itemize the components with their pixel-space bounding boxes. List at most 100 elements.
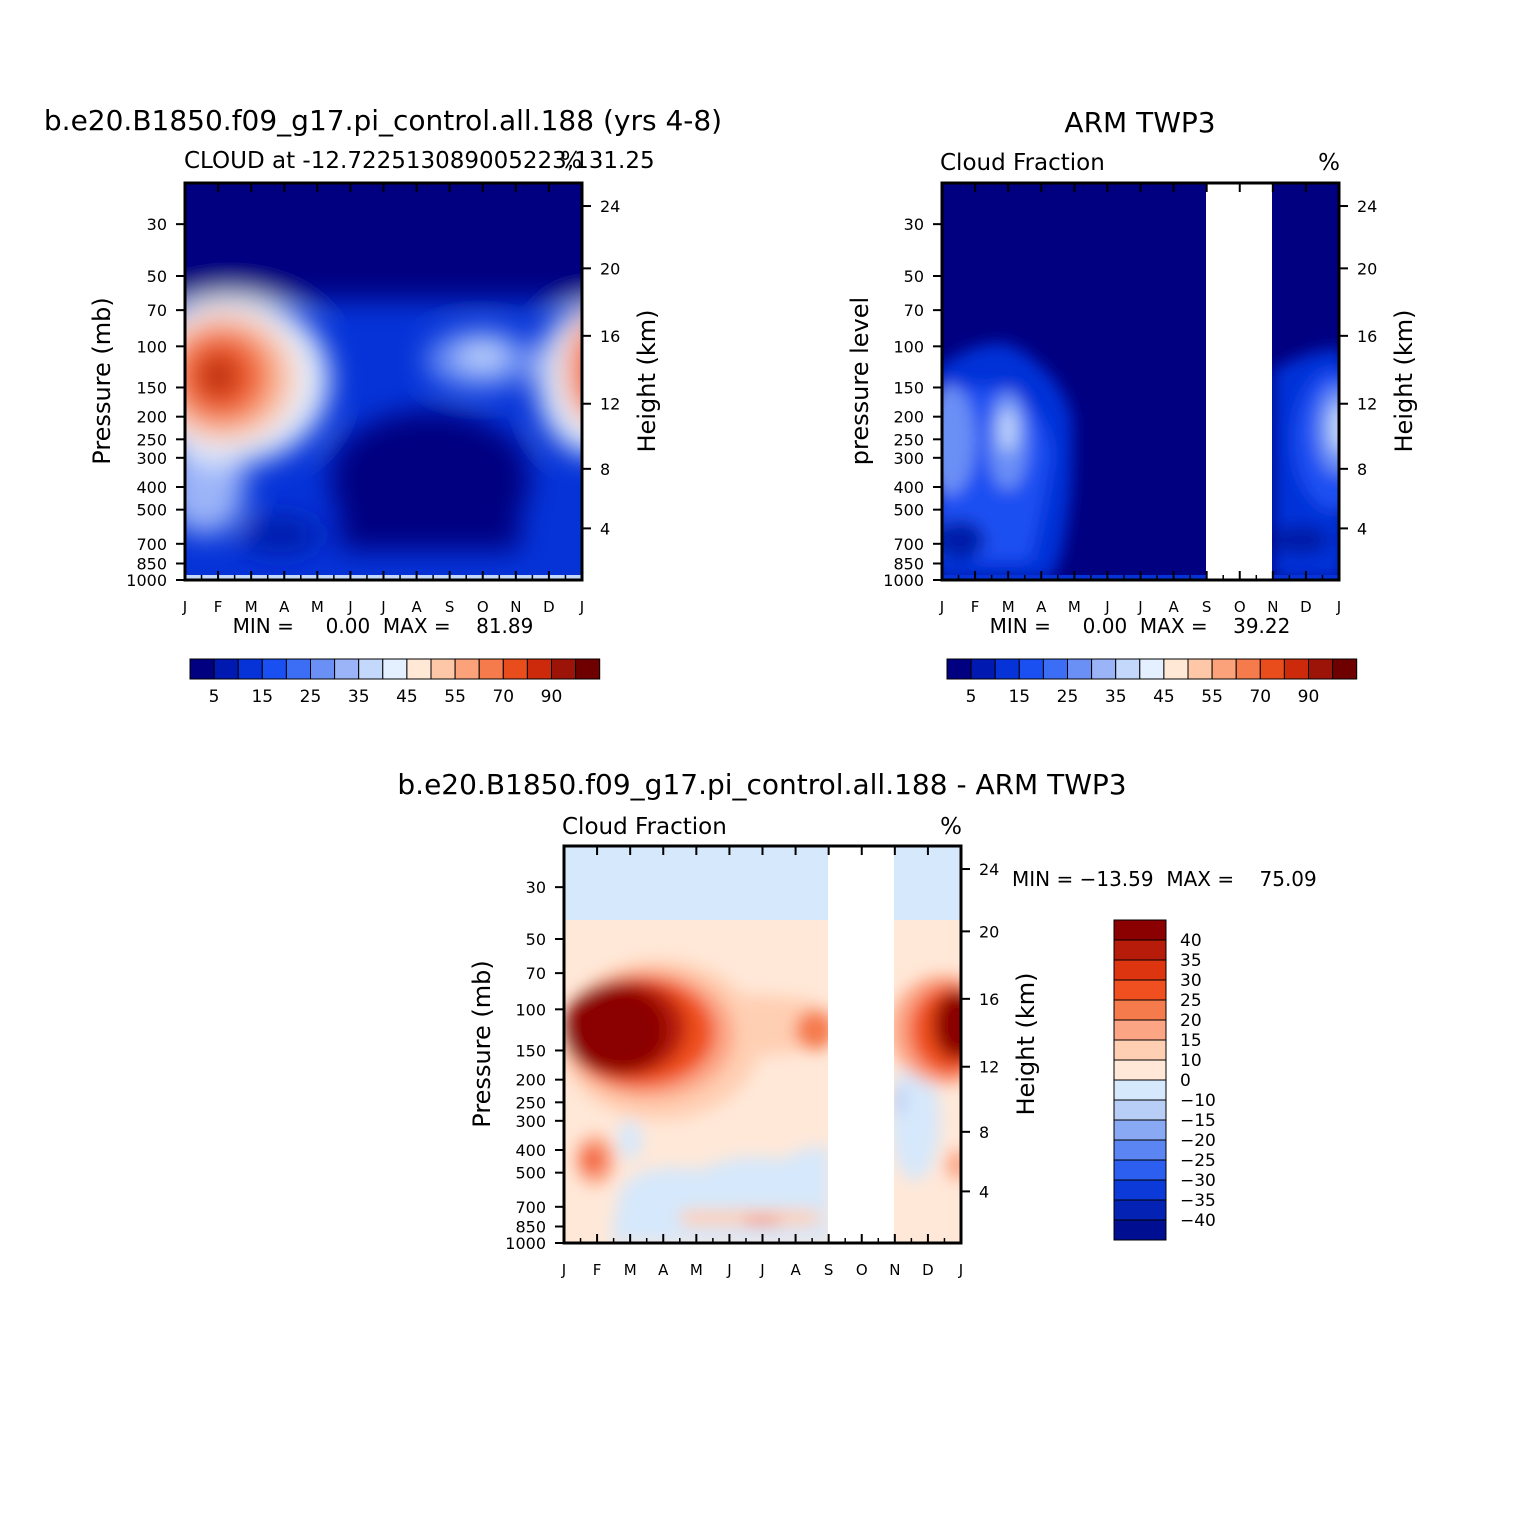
x-tick-label: J (1336, 598, 1341, 616)
colorbar-label: 35 (348, 687, 370, 707)
panel-model-field (185, 183, 582, 580)
x-tick-label: J (347, 598, 352, 616)
x-tick-label: M (1068, 598, 1081, 616)
colorbar-box (454, 658, 480, 680)
colorbar-box (551, 658, 577, 680)
panel-model-ylabel-right: Height (km) (633, 310, 661, 453)
x-tick-label: M (624, 1261, 637, 1279)
colorbar-box (430, 658, 456, 680)
colorbar-label: 90 (1298, 687, 1320, 707)
panel-model-ylabel: Pressure (mb) (88, 297, 116, 464)
y-right-tick-label: 24 (600, 197, 620, 216)
colorbar-box (358, 658, 384, 680)
colorbar-label: 70 (492, 687, 514, 707)
y-tick-label: 500 (515, 1164, 546, 1183)
x-tick-label: J (726, 1261, 731, 1279)
colorbar-label: 5 (209, 687, 220, 707)
y-right-tick-label: 24 (1357, 197, 1377, 216)
x-tick-label: N (1267, 598, 1278, 616)
colorbar-box (970, 658, 996, 680)
y-right-tick-label: 12 (1357, 395, 1377, 414)
colorbar-box (285, 658, 311, 680)
x-tick-label: F (971, 598, 980, 616)
y-tick-label: 100 (893, 337, 924, 356)
x-tick-label: F (214, 598, 223, 616)
colorbar-label: 30 (1180, 971, 1202, 991)
colorbar-box (1332, 658, 1358, 680)
y-right-tick-label: 8 (600, 460, 610, 479)
y-tick-label: 700 (515, 1198, 546, 1217)
colorbar-label: 35 (1105, 687, 1127, 707)
panel-diff-stats: MIN = −13.59 MAX = 75.09 (1012, 867, 1317, 891)
y-tick-label: 50 (526, 930, 546, 949)
y-right-tick-label: 16 (979, 990, 999, 1009)
colorbar-label: 15 (1008, 687, 1030, 707)
colorbar-label: 15 (1180, 1031, 1202, 1051)
colorbar-label: 70 (1249, 687, 1271, 707)
panel-model: b.e20.B1850.f09_g17.pi_control.all.188 (… (44, 104, 722, 707)
panel-obs-right-string: % (1318, 150, 1340, 176)
colorbar-box (1283, 658, 1310, 680)
colorbar-label: 0 (1180, 1071, 1191, 1091)
panel-obs-stats: MIN = 0.00 MAX = 39.22 (990, 614, 1291, 638)
panel-model-colorbar: 5 15 25 35 45 55 70 90 (189, 658, 601, 707)
colorbar-box (994, 658, 1020, 680)
colorbar-box (237, 658, 263, 680)
x-tick-label: J (182, 598, 187, 616)
y-tick-label: 250 (515, 1093, 546, 1112)
y-right-tick-label: 16 (1357, 327, 1377, 346)
colorbar-box (1113, 1219, 1167, 1241)
colorbar-box (526, 658, 553, 680)
colorbar-box (382, 658, 408, 680)
y-tick-label: 850 (893, 555, 924, 574)
x-tick-label: J (958, 1261, 963, 1279)
y-tick-label: 700 (893, 535, 924, 554)
x-tick-label: J (1137, 598, 1142, 616)
y-right-tick-label: 20 (1357, 259, 1377, 278)
colorbar-box (261, 658, 287, 680)
colorbar-label: 55 (444, 687, 466, 707)
colorbar-label: −25 (1180, 1151, 1216, 1171)
y-tick-label: 50 (904, 267, 924, 286)
colorbar-box (1235, 658, 1261, 680)
y-right-tick-label: 4 (979, 1182, 989, 1201)
panel-diff-ylabel-right: Height (km) (1012, 973, 1040, 1116)
y-right-tick-label: 20 (979, 922, 999, 941)
y-tick-label: 300 (893, 449, 924, 468)
colorbar-label: 55 (1201, 687, 1223, 707)
y-tick-label: 850 (515, 1218, 546, 1237)
y-tick-label: 200 (136, 408, 167, 427)
x-tick-label: D (543, 598, 555, 616)
x-tick-label: J (579, 598, 584, 616)
panel-diff-left-string: Cloud Fraction (562, 814, 727, 840)
colorbar-label: 25 (1180, 991, 1202, 1011)
x-tick-label: J (1104, 598, 1109, 616)
panel-obs-colorbar: 5 15 25 35 45 55 70 90 (946, 658, 1358, 707)
x-tick-label: S (824, 1261, 834, 1279)
colorbar-box (575, 658, 601, 680)
panel-diff-ylabel: Pressure (mb) (468, 960, 496, 1127)
y-right-tick-label: 4 (600, 519, 610, 538)
colorbar-label: 10 (1180, 1051, 1202, 1071)
y-tick-label: 400 (515, 1141, 546, 1160)
colorbar-box (1113, 1179, 1167, 1201)
x-tick-label: M (245, 598, 258, 616)
y-tick-label: 300 (136, 449, 167, 468)
x-tick-label: N (889, 1261, 900, 1279)
y-tick-label: 70 (147, 301, 167, 320)
x-tick-label: M (311, 598, 324, 616)
colorbar-label: 45 (1153, 687, 1175, 707)
panel-diff-field (564, 846, 961, 1243)
colorbar-box (946, 658, 972, 680)
colorbar-box (1091, 658, 1117, 680)
colorbar-label: 25 (300, 687, 322, 707)
panel-obs-ylabel-right: Height (km) (1390, 310, 1418, 453)
x-tick-label: J (759, 1261, 764, 1279)
y-tick-label: 1000 (126, 571, 167, 590)
colorbar-box (1113, 1119, 1167, 1141)
x-tick-label: F (593, 1261, 602, 1279)
